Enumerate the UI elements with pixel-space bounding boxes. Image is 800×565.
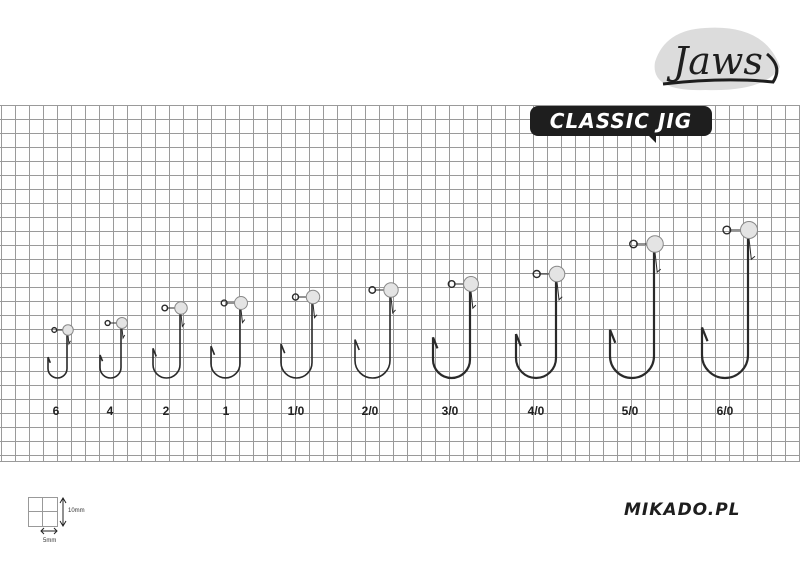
line-eye xyxy=(532,269,541,279)
jig-head xyxy=(62,324,74,336)
hook-4 xyxy=(99,316,129,379)
vertical-arrow-icon xyxy=(59,497,67,527)
hook-3-0 xyxy=(431,276,479,380)
jig-head xyxy=(548,265,566,283)
line-eye xyxy=(629,239,638,249)
size-label: 2/0 xyxy=(361,404,379,418)
measurement-grid xyxy=(0,105,800,462)
scale-horizontal-label: 5mm xyxy=(43,538,57,544)
size-label: 1 xyxy=(222,404,230,418)
hook-6 xyxy=(47,324,74,379)
svg-text:Jaws: Jaws xyxy=(666,39,763,83)
size-label: 4/0 xyxy=(527,404,545,418)
hook-2-0 xyxy=(354,282,399,379)
jig-head xyxy=(174,301,188,315)
size-label: 3/0 xyxy=(441,404,459,418)
jig-head xyxy=(234,296,248,310)
size-label: 2 xyxy=(162,404,170,418)
line-eye xyxy=(368,286,377,294)
size-label: 1/0 xyxy=(287,404,305,418)
line-eye xyxy=(722,225,732,235)
jig-head xyxy=(383,282,399,298)
size-label: 6/0 xyxy=(716,404,734,418)
scale-vertical-label: 10mm xyxy=(68,508,85,514)
hook-5-0 xyxy=(608,235,664,380)
size-label: 5/0 xyxy=(621,404,639,418)
line-eye xyxy=(104,319,111,327)
line-eye xyxy=(161,304,169,312)
line-eye xyxy=(291,293,300,301)
line-eye xyxy=(51,326,58,334)
line-eye xyxy=(447,279,456,289)
hook-1 xyxy=(210,296,248,379)
product-badge: CLASSIC JIG xyxy=(530,106,712,143)
size-label: 4 xyxy=(106,404,114,418)
line-eye xyxy=(220,299,228,307)
size-label: 6 xyxy=(52,404,60,418)
jig-head xyxy=(115,316,129,330)
hook-6-0 xyxy=(700,220,759,380)
jig-head xyxy=(646,235,664,253)
hook-1-0 xyxy=(280,289,321,379)
jig-head xyxy=(305,289,321,305)
horizontal-arrow-icon xyxy=(40,527,58,535)
scale-square xyxy=(28,497,58,527)
website-brand: MIKADO.PL xyxy=(624,500,741,520)
hook-2 xyxy=(152,301,188,379)
jaws-logo: Jaws xyxy=(645,22,785,102)
jig-head xyxy=(739,220,759,240)
hook-4-0 xyxy=(514,265,566,380)
jig-head xyxy=(463,276,479,292)
